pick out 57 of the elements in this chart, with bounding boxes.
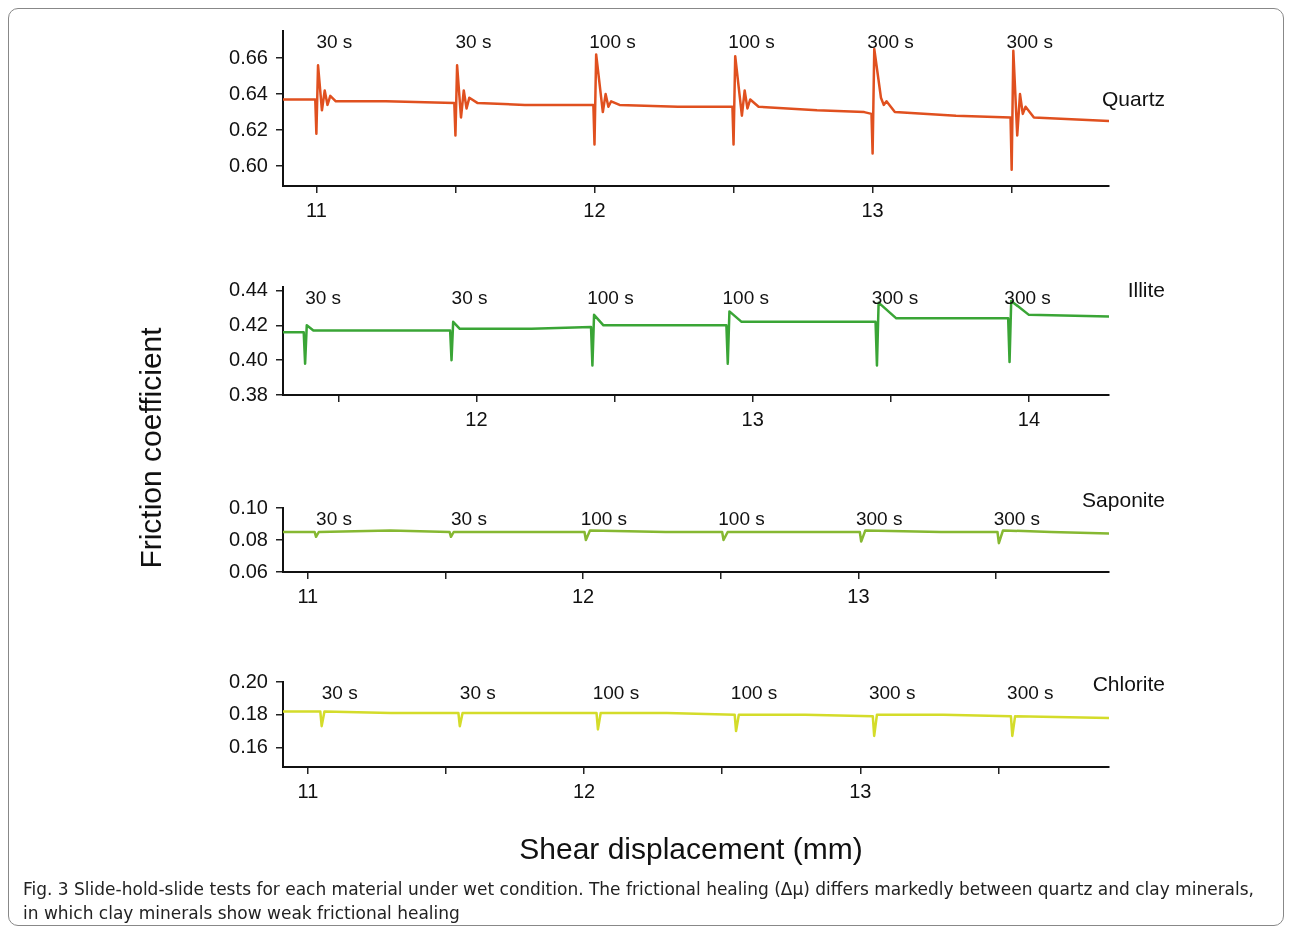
y-tick-label: 0.44 xyxy=(229,278,268,300)
annotation: 30 s xyxy=(451,287,488,309)
annotation: 30 s xyxy=(321,682,358,704)
y-tick-label: 0.06 xyxy=(229,559,268,582)
x-tick-label: 11 xyxy=(297,584,319,607)
x-tick-label: 14 xyxy=(1017,407,1041,430)
x-tick-label: 11 xyxy=(297,779,319,802)
annotation: 100 s xyxy=(730,682,778,704)
x-tick-label: 12 xyxy=(583,198,606,221)
x-tick-label: 12 xyxy=(465,407,488,430)
y-tick-label: 0.10 xyxy=(229,495,268,518)
annotation: 100 s xyxy=(589,31,636,53)
x-axis-title: Shear displacement (mm) xyxy=(519,832,863,866)
y-axis-title: Friction coefficient xyxy=(134,327,168,569)
series-label: Saponite xyxy=(1082,487,1165,511)
annotation: 30 s xyxy=(305,287,342,309)
x-tick-label: 13 xyxy=(861,198,884,221)
y-tick-label: 0.62 xyxy=(229,117,268,140)
y-tick-label: 0.40 xyxy=(229,347,268,370)
annotation: 30 s xyxy=(459,682,496,704)
annotation: 30 s xyxy=(316,31,353,53)
annotation: 30 s xyxy=(455,31,492,53)
x-tick-label: 13 xyxy=(741,407,764,430)
y-tick-label: 0.64 xyxy=(229,81,268,104)
y-tick-label: 0.42 xyxy=(229,312,268,335)
y-tick-label: 0.66 xyxy=(229,45,268,68)
x-tick-label: 12 xyxy=(571,584,595,607)
x-tick-label: 11 xyxy=(305,198,327,221)
annotation: 300 s xyxy=(871,287,919,309)
x-tick-label: 13 xyxy=(849,779,872,802)
series-label: Chlorite xyxy=(1092,671,1165,695)
x-tick-label: 13 xyxy=(847,584,870,607)
y-tick-label: 0.60 xyxy=(229,153,268,176)
annotation: 30 s xyxy=(450,508,487,530)
annotation: 300 s xyxy=(855,508,903,530)
caption: Fig. 3 Slide-hold-slide tests for each material under wet condition. The frictional healing (Δμ) differs markedly between quartz and clay minerals, in which clay minerals show weak frictional healing xyxy=(23,878,1256,925)
annotation: 300 s xyxy=(993,508,1041,530)
annotation: 300 s xyxy=(1006,31,1053,53)
x-tick-label: 12 xyxy=(572,779,596,802)
annotation: 300 s xyxy=(1004,287,1051,309)
y-tick-label: 0.16 xyxy=(229,734,268,757)
annotation: 100 s xyxy=(722,287,770,309)
y-tick-label: 0.20 xyxy=(229,669,268,692)
annotation: 100 s xyxy=(728,31,775,53)
y-tick-label: 0.38 xyxy=(229,382,268,405)
annotation: 300 s xyxy=(868,682,916,704)
annotation: 100 s xyxy=(587,287,634,309)
annotation: 300 s xyxy=(867,31,914,53)
annotation: 300 s xyxy=(1007,682,1054,704)
annotation: 100 s xyxy=(592,682,640,704)
y-tick-label: 0.08 xyxy=(229,527,268,550)
annotation: 30 s xyxy=(316,508,352,530)
series-label: Quartz xyxy=(1101,86,1165,110)
y-tick-label: 0.18 xyxy=(229,702,268,725)
annotation: 100 s xyxy=(718,508,765,530)
series-label: Illite xyxy=(1127,277,1165,301)
annotation: 100 s xyxy=(580,508,628,530)
